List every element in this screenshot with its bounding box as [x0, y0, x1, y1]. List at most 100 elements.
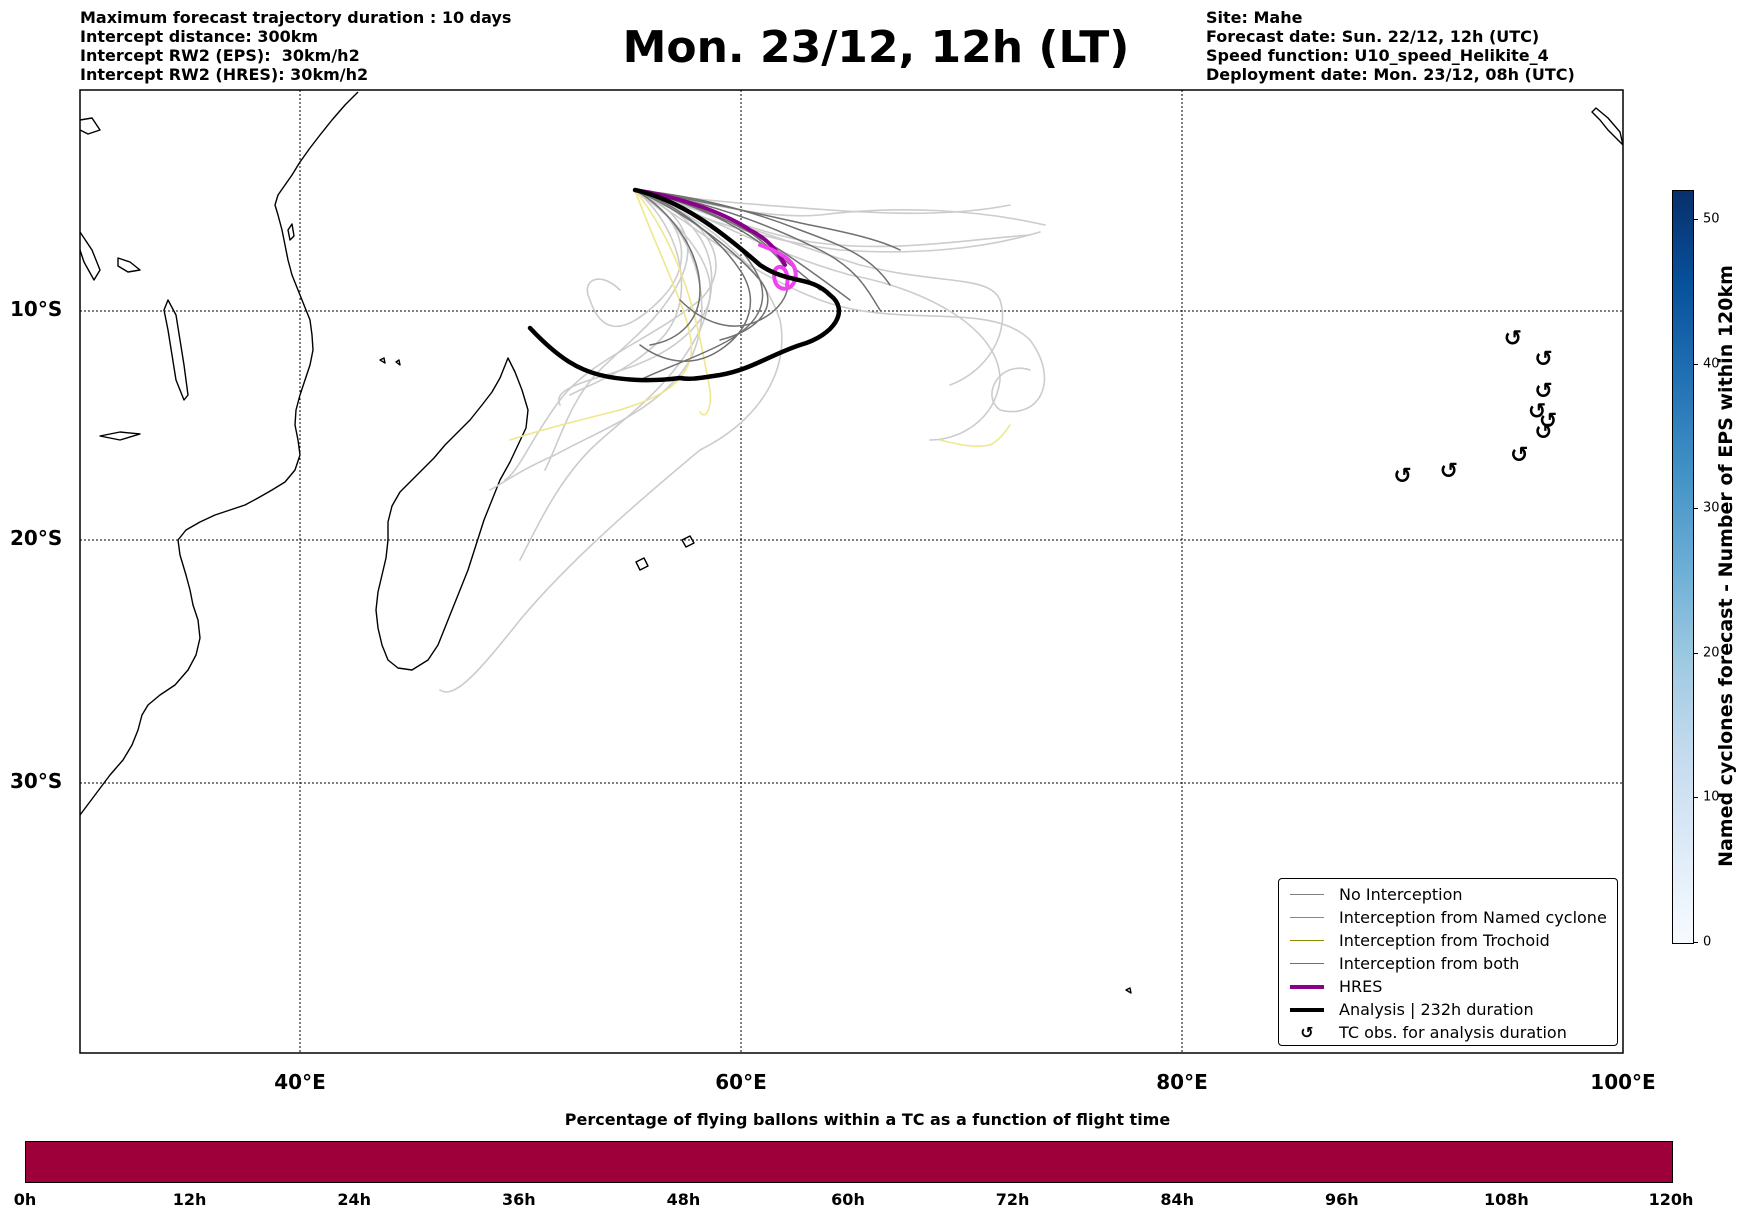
- trajectory-eps-light-9: [544, 189, 689, 471]
- flight-bar-tick-label: 48h: [666, 1190, 701, 1209]
- lake-tanganyika: [80, 231, 101, 281]
- header-left-line-3: Intercept RW2 (EPS): 30km/h2: [80, 46, 360, 65]
- colorbar-label: Named cyclones forecast - Number of EPS …: [1715, 265, 1737, 867]
- trajectory-eps-light-11: [519, 189, 713, 561]
- legend-item-no-interception: No Interception: [1287, 883, 1609, 906]
- legend-item-hres: HRES: [1287, 975, 1609, 998]
- trajectory-eps-dark-2: [634, 189, 752, 362]
- legend-swatch: [1290, 917, 1324, 918]
- legend-swatch: [1290, 984, 1324, 989]
- africa-coastline: [80, 91, 359, 816]
- colorbar-tick-mark: [1693, 652, 1698, 654]
- lake-malawi: [163, 299, 189, 401]
- colorbar-tick-label: 10: [1703, 789, 1720, 805]
- colorbar-tick-mark: [1693, 797, 1698, 799]
- cocos-island: [1125, 987, 1132, 994]
- colorbar-tick-label: 40: [1703, 356, 1720, 372]
- legend-item-tc-obs: ↺ TC obs. for analysis duration: [1287, 1021, 1609, 1044]
- trajectory-hres-end: [758, 243, 798, 291]
- legend-label: Interception from both: [1339, 954, 1520, 973]
- legend-item-named-cyclone: Interception from Named cyclone: [1287, 906, 1609, 929]
- flight-bar-tick-label: 96h: [1324, 1190, 1359, 1209]
- trajectory-eps-dark-5: [634, 189, 901, 251]
- page-title: Mon. 23/12, 12h (LT): [622, 22, 1130, 73]
- header-right-line-3: Speed function: U10_speed_Helikite_4: [1206, 46, 1549, 65]
- flight-bar-title: Percentage of flying ballons within a TC…: [564, 1110, 1171, 1129]
- lat-label-10s: 10°S: [10, 297, 63, 321]
- trajectory-eps-dark-8: [634, 189, 701, 346]
- legend-label: Interception from Named cyclone: [1339, 908, 1607, 927]
- lake-bangweulu: [117, 257, 141, 273]
- reunion-coastline: [635, 557, 649, 571]
- cyclone-icon: ↺: [1534, 420, 1552, 445]
- lat-label-20s: 20°S: [10, 526, 63, 550]
- cyclone-icon: ↺: [1539, 409, 1557, 434]
- lon-label-100e: 100°E: [1590, 1070, 1656, 1094]
- trajectory-trochoid-0: [509, 189, 693, 441]
- map-legend: No Interception Interception from Named …: [1278, 878, 1618, 1046]
- colorbar-tick-mark: [1693, 508, 1698, 510]
- legend-item-trochoid: Interception from Trochoid: [1287, 929, 1609, 952]
- legend-label: Interception from Trochoid: [1339, 931, 1550, 950]
- legend-swatch: [1290, 963, 1324, 964]
- legend-label: TC obs. for analysis duration: [1339, 1023, 1567, 1042]
- cyclone-icon: ↺: [1528, 400, 1546, 425]
- colorbar-tick-label: 50: [1703, 211, 1720, 227]
- trajectory-eps-dark-3: [634, 189, 891, 286]
- lat-label-30s: 30°S: [10, 769, 63, 793]
- lon-label-60e: 60°E: [715, 1070, 767, 1094]
- legend-label: HRES: [1339, 977, 1383, 996]
- comoros-coastline: [379, 357, 401, 366]
- lon-label-80e: 80°E: [1156, 1070, 1208, 1094]
- tc-observations: ↺↺↺↺↺↺↺↺↺: [1393, 326, 1557, 488]
- header-right-line-1: Site: Mahe: [1206, 8, 1303, 27]
- colorbar-tick-mark: [1693, 942, 1698, 943]
- legend-label: Analysis | 232h duration: [1339, 1000, 1534, 1019]
- madagascar-coastline: [375, 357, 529, 671]
- colorbar-tick-mark: [1693, 218, 1698, 220]
- cyclone-icon: ↺: [1504, 326, 1522, 351]
- colorbar-tick-label: 20: [1703, 645, 1720, 661]
- flight-bar-tick-label: 12h: [172, 1190, 207, 1209]
- mauritius-coastline: [681, 535, 695, 548]
- header-right-line-2: Forecast date: Sun. 22/12, 12h (UTC): [1206, 27, 1540, 46]
- cyclone-icon: ↺: [1534, 347, 1552, 372]
- header-left-line-1: Maximum forecast trajectory duration : 1…: [80, 8, 512, 27]
- lon-label-40e: 40°E: [274, 1070, 326, 1094]
- cyclone-icon: ↺: [1440, 459, 1458, 484]
- flight-bar-tick-label: 60h: [831, 1190, 865, 1209]
- cyclone-icon: ↺: [1393, 464, 1411, 489]
- flight-bar-tick-label: 24h: [337, 1190, 372, 1209]
- flight-bar-tick-label: 36h: [501, 1190, 536, 1209]
- trajectory-eps-light-14: [586, 189, 683, 328]
- lake-kariba: [99, 431, 141, 441]
- cyclone-icon: ↺: [1300, 1023, 1314, 1042]
- header-left-line-4: Intercept RW2 (HRES): 30km/h2: [80, 65, 369, 84]
- trajectory-eps-light-7: [569, 189, 683, 396]
- trajectory-tracks: [439, 187, 1046, 693]
- colorbar: [1672, 190, 1694, 944]
- header-right-line-4: Deployment date: Mon. 23/12, 08h (UTC): [1206, 65, 1575, 84]
- colorbar-tick-mark: [1693, 363, 1698, 365]
- cyclone-icon: ↺: [1534, 379, 1552, 404]
- flight-bar-tick-label: 120h: [1648, 1190, 1694, 1209]
- trajectory-trochoid-2: [939, 424, 1011, 447]
- trajectory-analysis: [527, 187, 842, 383]
- legend-swatch: [1290, 1007, 1324, 1012]
- legend-item-both: Interception from both: [1287, 952, 1609, 975]
- flight-bar-tick-label: 108h: [1483, 1190, 1529, 1209]
- flight-bar-tick-label: 72h: [995, 1190, 1030, 1209]
- zanzibar-coastline: [287, 223, 295, 241]
- flight-bar-tick-label: 0h: [13, 1190, 37, 1209]
- colorbar-tick-label: 30: [1703, 500, 1720, 516]
- cyclone-icon: ↺: [1510, 443, 1528, 468]
- lake-victoria: [80, 117, 101, 135]
- legend-swatch: [1290, 894, 1324, 895]
- trajectory-eps-light-2: [504, 189, 717, 481]
- map-frame: [79, 89, 1624, 1054]
- trajectory-trochoid-1: [634, 189, 712, 416]
- trajectory-eps-light-12: [558, 189, 711, 406]
- sumatra-coastline: [1591, 107, 1623, 146]
- header-left-line-2: Intercept distance: 300km: [80, 27, 319, 46]
- legend-item-analysis: Analysis | 232h duration: [1287, 998, 1609, 1021]
